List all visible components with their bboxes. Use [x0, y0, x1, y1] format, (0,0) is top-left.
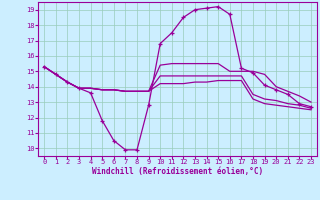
X-axis label: Windchill (Refroidissement éolien,°C): Windchill (Refroidissement éolien,°C) — [92, 167, 263, 176]
